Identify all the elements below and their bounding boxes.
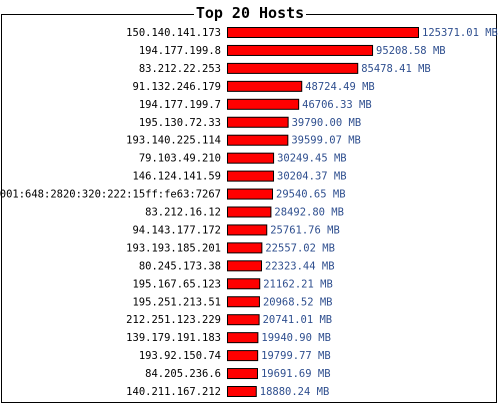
value-label: 22323.44 MB [265, 260, 335, 272]
host-label: 193.92.150.74 [139, 350, 221, 362]
value-label: 21162.21 MB [263, 278, 333, 290]
value-label: 20741.01 MB [263, 314, 333, 326]
host-label: 150.140.141.173 [126, 27, 221, 39]
host-label: 195.251.213.51 [132, 296, 221, 308]
value-label: 39599.07 MB [291, 135, 361, 147]
traffic-bar [227, 206, 272, 218]
traffic-bar [227, 188, 274, 200]
traffic-bar [227, 134, 289, 146]
traffic-bar [227, 350, 259, 362]
host-label: 83.212.16.12 [145, 207, 221, 219]
host-label: 194.177.199.7 [139, 99, 221, 111]
host-label: 2001:648:2820:320:222:15ff:fe63:7267 [0, 189, 221, 201]
host-label: 94.143.177.172 [132, 224, 221, 236]
traffic-bar [227, 368, 258, 380]
traffic-bar [227, 62, 359, 74]
value-label: 19940.90 MB [261, 332, 331, 344]
value-label: 19691.69 MB [261, 368, 331, 380]
traffic-bar [227, 332, 259, 344]
host-label: 193.193.185.201 [126, 242, 221, 254]
value-label: 48724.49 MB [305, 81, 375, 93]
traffic-bar [227, 116, 289, 128]
host-label: 83.212.22.253 [139, 63, 221, 75]
value-label: 30249.45 MB [277, 153, 347, 165]
value-label: 39790.00 MB [292, 117, 362, 129]
traffic-bar [227, 152, 275, 164]
traffic-bar [227, 386, 257, 397]
value-label: 29540.65 MB [276, 189, 346, 201]
value-label: 85478.41 MB [361, 63, 431, 75]
host-label: 195.167.65.123 [132, 278, 221, 290]
value-label: 28492.80 MB [274, 207, 344, 219]
traffic-bar [227, 80, 303, 92]
traffic-bar [227, 242, 263, 254]
value-label: 18880.24 MB [260, 386, 330, 398]
value-label: 25761.76 MB [270, 224, 340, 236]
traffic-bar [227, 296, 260, 308]
host-label: 84.205.236.6 [145, 368, 221, 380]
host-label: 194.177.199.8 [139, 45, 221, 57]
value-label: 20968.52 MB [263, 296, 333, 308]
traffic-bar [227, 278, 261, 290]
host-label: 139.179.191.183 [126, 332, 221, 344]
value-label: 95208.58 MB [376, 45, 446, 57]
host-label: 195.130.72.33 [139, 117, 221, 129]
host-label: 80.245.173.38 [139, 260, 221, 272]
value-label: 46706.33 MB [302, 99, 372, 111]
host-label: 79.103.49.210 [139, 153, 221, 165]
chart-title-wrap: Top 20 Hosts [0, 4, 500, 22]
value-label: 19799.77 MB [261, 350, 331, 362]
traffic-bar [227, 27, 419, 38]
value-label: 125371.01 MB [422, 27, 498, 39]
traffic-bar [227, 314, 260, 326]
traffic-bar [227, 224, 268, 236]
value-label: 30204.37 MB [277, 171, 347, 183]
host-label: 91.132.246.179 [132, 81, 221, 93]
host-label: 193.140.225.114 [126, 135, 221, 147]
host-label: 212.251.123.229 [126, 314, 221, 326]
traffic-bar [227, 170, 275, 182]
traffic-bar [227, 44, 374, 56]
traffic-bar [227, 98, 300, 110]
host-label: 140.211.167.212 [126, 386, 221, 398]
traffic-bar [227, 260, 263, 272]
value-label: 22557.02 MB [265, 242, 335, 254]
host-label: 146.124.141.59 [132, 171, 221, 183]
chart-title: Top 20 Hosts [193, 4, 307, 22]
